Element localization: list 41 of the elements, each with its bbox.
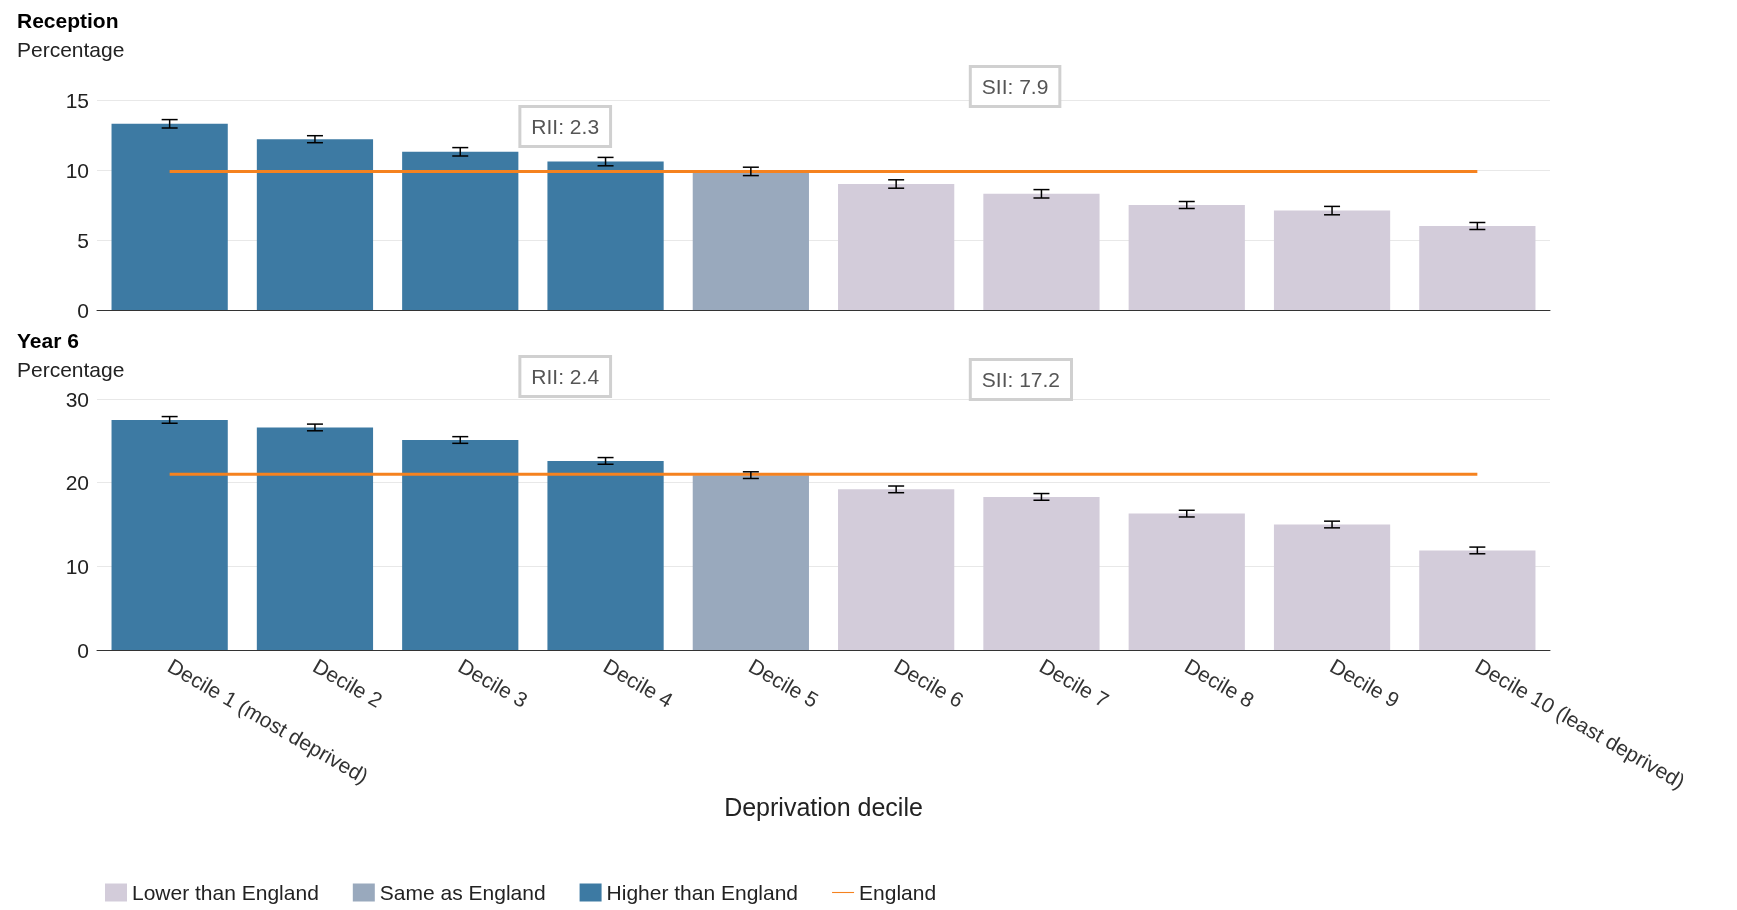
bar — [692, 475, 809, 650]
annotation: RII: 2.3 — [531, 115, 600, 138]
text: RII: 2.4 — [531, 365, 600, 388]
bar — [983, 496, 1100, 650]
bar — [1128, 513, 1245, 650]
text: SII: 17.2 — [981, 368, 1061, 391]
bar — [111, 419, 228, 650]
y-tick-label: 15 — [65, 88, 89, 112]
legend-label: England — [859, 881, 937, 904]
y-tick-label: 30 — [65, 387, 89, 411]
y-tick-label: 0 — [77, 638, 89, 662]
bar — [1419, 226, 1536, 310]
y-axis-title: Percentage — [17, 358, 125, 381]
bar — [838, 184, 955, 310]
legend-label: Same as England — [379, 881, 546, 904]
y-tick-label: 20 — [65, 471, 89, 495]
y-tick-label: 10 — [65, 158, 89, 182]
bar — [256, 427, 374, 650]
bar — [1273, 524, 1391, 650]
bar — [838, 489, 955, 650]
bar — [547, 460, 664, 650]
text: SII: 7.9 — [981, 75, 1049, 98]
bar — [983, 193, 1100, 310]
bar — [547, 161, 664, 310]
y-axis-title: Percentage — [17, 38, 125, 61]
legend-label: Lower than England — [132, 881, 319, 904]
chart-title: Reception — [17, 9, 119, 32]
bar — [692, 171, 809, 310]
bar — [402, 440, 519, 650]
bar — [111, 123, 228, 310]
chart-title: Year 6 — [17, 329, 79, 352]
x-axis-title: Deprivation decile — [724, 793, 923, 822]
bar — [1419, 550, 1536, 650]
y-tick-label: 10 — [65, 554, 89, 578]
legend-label: Higher than England — [606, 881, 799, 904]
bar — [256, 139, 374, 310]
bar — [1128, 205, 1245, 310]
y-tick-label: 0 — [77, 298, 89, 322]
y-tick-label: 5 — [77, 228, 89, 252]
bar — [1273, 210, 1391, 310]
bar — [402, 151, 519, 310]
